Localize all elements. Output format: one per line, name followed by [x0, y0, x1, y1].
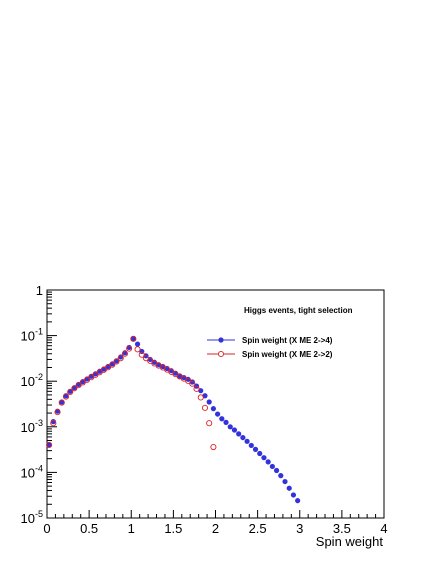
plot-frame [46, 289, 385, 519]
y-tick-label: 10-3 [21, 418, 43, 435]
y-axis: 10-5 10-4 10-3 10-2 10-1 1 [21, 283, 57, 526]
data-point [290, 492, 297, 498]
data-point [130, 335, 137, 342]
data-point [227, 424, 233, 430]
data-point [286, 485, 292, 491]
data-point [219, 416, 225, 422]
y-tick-label: 10-5 [21, 509, 43, 526]
data-point [265, 459, 271, 465]
x-tick-label: 3.5 [333, 521, 351, 536]
y-tick-label: 1 [36, 283, 43, 298]
data-point [142, 355, 150, 362]
data-point [206, 399, 212, 405]
data-point [282, 478, 288, 485]
legend-label-series-1: Spin weight (X ME 2->4) [242, 336, 333, 345]
data-point [134, 341, 141, 347]
series-2 [46, 335, 217, 451]
data-point [62, 393, 70, 400]
data-point [121, 350, 128, 357]
data-point [189, 380, 196, 387]
x-tick-label: 3 [296, 521, 303, 536]
legend-label-series-2: Spin weight (X ME 2->2) [242, 350, 333, 359]
x-tick-label: 1.5 [164, 521, 182, 536]
data-point [236, 431, 242, 437]
data-point [75, 382, 82, 389]
data-point [295, 498, 301, 504]
data-point [58, 399, 65, 406]
data-point [278, 473, 284, 479]
data-point [109, 361, 116, 368]
series-layer [46, 335, 301, 504]
data-point [126, 345, 133, 352]
legend-marker-series-1 [218, 337, 224, 343]
x-tick-label: 2.5 [249, 521, 267, 536]
x-tick-label: 1 [128, 521, 135, 536]
series-1 [46, 336, 301, 504]
data-point [134, 346, 141, 353]
data-point [117, 355, 124, 362]
data-point [261, 455, 267, 461]
data-point [223, 419, 229, 425]
data-point [269, 463, 275, 470]
x-tick-label: 4 [380, 521, 387, 536]
data-point [231, 427, 238, 433]
data-point [46, 441, 53, 448]
data-point [248, 442, 254, 449]
data-point [244, 438, 250, 444]
data-point [113, 358, 120, 365]
x-axis: 0 0.5 1 1.5 2 2.5 3 3.5 4 [43, 510, 388, 536]
data-point [50, 419, 56, 425]
legend: Spin weight (X ME 2->4) Spin weight (X M… [207, 336, 333, 359]
data-point [147, 357, 154, 364]
x-tick-label: 0.5 [80, 521, 98, 536]
data-point [130, 336, 136, 342]
data-point [215, 411, 221, 417]
data-point [50, 420, 57, 427]
x-tick-label: 2 [212, 521, 219, 536]
data-point [206, 420, 213, 427]
data-point [273, 467, 280, 474]
x-axis-title: Spin weight [316, 534, 384, 549]
y-tick-label: 10-2 [21, 372, 43, 389]
y-tick-label: 10-1 [21, 327, 43, 344]
data-point [193, 385, 200, 392]
data-point [240, 434, 246, 441]
data-point [252, 446, 259, 452]
data-point [210, 443, 217, 451]
data-point [138, 351, 145, 358]
data-point [197, 394, 204, 401]
y-tick-label: 10-4 [21, 463, 43, 480]
data-point [54, 409, 61, 416]
data-point [210, 406, 216, 412]
data-point [201, 404, 209, 411]
data-point [257, 450, 263, 457]
chart-annotation: Higgs events, tight selection [244, 306, 353, 315]
data-point [46, 442, 52, 448]
data-point [185, 377, 192, 384]
data-point [67, 388, 74, 396]
legend-marker-series-2 [217, 350, 225, 358]
x-tick-label: 0 [43, 521, 50, 536]
data-point [83, 376, 91, 383]
data-point [71, 385, 78, 392]
